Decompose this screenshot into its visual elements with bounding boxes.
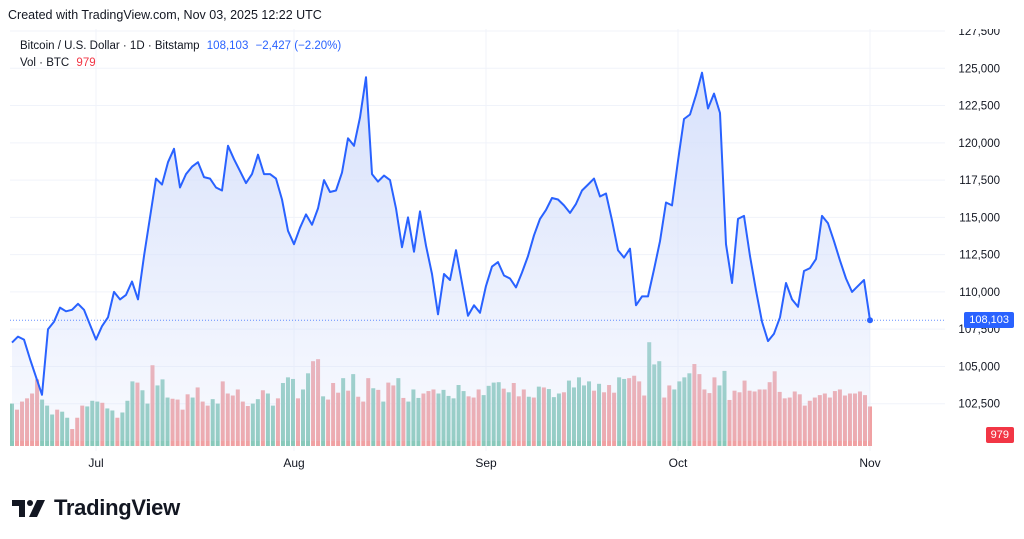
y-tick-label-7: 120,000 <box>958 138 1000 150</box>
legend-price: 108,103 <box>206 40 249 52</box>
price-line <box>10 71 945 396</box>
legend-change: −2,427 (−2.20%) <box>255 40 342 52</box>
price-chart-svg[interactable]: 102,500105,000107,500110,000112,500115,0… <box>10 29 1014 476</box>
y-tick-label-5: 115,000 <box>959 212 1000 224</box>
tradingview-logo[interactable]: TradingView <box>12 495 180 521</box>
chart-area[interactable]: 102,500 105,000 107,500 110,000 112,500 115,0… <box>10 29 1014 476</box>
chart-legend: Bitcoin / U.S. Dollar · 1D · Bitstamp 10… <box>20 38 341 72</box>
y-tick-label-10: 127,500 <box>958 29 1000 38</box>
x-tick-label-jul: Jul <box>88 456 103 470</box>
x-tick-label-nov: Nov <box>859 456 880 470</box>
y-tick-label-8: 122,500 <box>958 101 1000 113</box>
y-axis: 102,500105,000107,500110,000112,500115,0… <box>958 29 1000 411</box>
price-area <box>12 72 870 441</box>
x-tick-label-oct: Oct <box>669 456 688 470</box>
last-price-dot <box>867 317 873 324</box>
created-with-text: Created with TradingView.com, Nov 03, 20… <box>8 8 322 22</box>
y-tick-label-0: 102,500 <box>958 399 1000 411</box>
y-tick-label-4: 112,500 <box>959 250 1000 262</box>
x-axis: Jul Aug Sep Oct Nov <box>88 456 880 470</box>
tradingview-logo-text: TradingView <box>54 495 180 520</box>
volume-label[interactable]: Vol · BTC <box>20 57 70 69</box>
last-volume-tag: 979 <box>985 427 1014 443</box>
volume-value: 979 <box>76 57 96 69</box>
y-tick-label-3: 110,000 <box>959 287 1000 299</box>
symbol-title[interactable]: Bitcoin / U.S. Dollar · 1D · Bitstamp <box>20 40 200 52</box>
tradingview-logo-icon <box>12 500 45 517</box>
last-price-tag: 108,103 <box>964 312 1014 329</box>
y-tick-label-6: 117,500 <box>959 175 1000 187</box>
price-area-fill <box>12 72 870 441</box>
x-tick-label-aug: Aug <box>283 456 304 470</box>
price-line-path <box>11 71 871 396</box>
legend-price-row: Bitcoin / U.S. Dollar · 1D · Bitstamp 10… <box>20 38 341 55</box>
legend-volume-row: Vol · BTC 979 <box>20 55 341 72</box>
y-tick-label-1: 105,000 <box>958 361 1000 373</box>
y-tick-label-9: 125,000 <box>958 63 1000 75</box>
x-tick-label-sep: Sep <box>475 456 497 470</box>
